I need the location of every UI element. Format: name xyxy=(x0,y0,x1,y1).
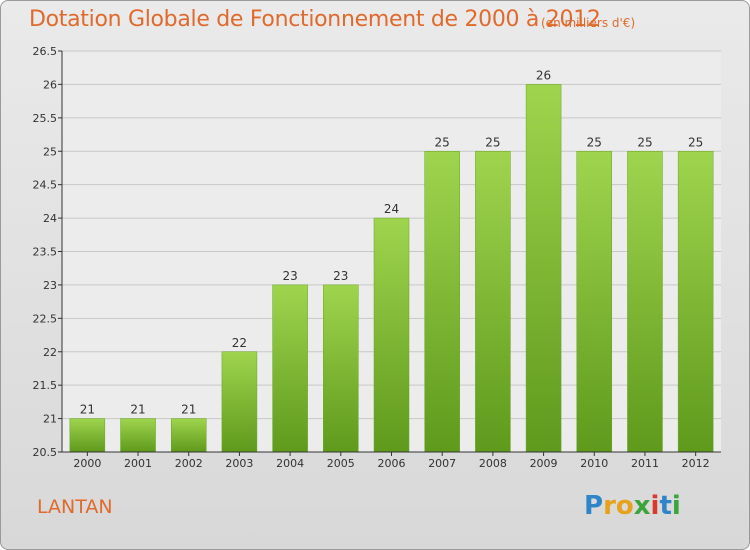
y-axis-ticks: 20.5 21 21.5 22 22.5 23 23.5 24 24.5 25 25.5 26 26.5 xyxy=(33,45,62,459)
bar xyxy=(677,151,714,453)
x-tick-label: 2008 xyxy=(479,457,507,470)
x-tick-label: 2004 xyxy=(276,457,304,470)
data-label: 22 xyxy=(232,336,247,350)
data-label: 21 xyxy=(181,403,196,417)
y-tick-label: 23 xyxy=(43,279,57,292)
x-axis-ticks: 2000 2001 2002 2003 2004 2005 2006 2007 2008 2009… xyxy=(73,452,710,470)
logo-letter: i xyxy=(671,491,681,521)
y-tick-label: 24 xyxy=(43,212,57,225)
bar xyxy=(475,151,511,453)
y-tick-label: 23.5 xyxy=(33,246,58,259)
data-label: 25 xyxy=(587,135,602,149)
y-tick-label: 21.5 xyxy=(33,379,58,392)
logo-letter: r xyxy=(603,491,616,521)
data-label: 23 xyxy=(282,269,297,283)
data-label: 23 xyxy=(333,269,348,283)
data-label: 25 xyxy=(637,135,652,149)
proxiti-logo: Proxiti xyxy=(584,491,681,521)
bar xyxy=(120,418,156,453)
data-label: 25 xyxy=(435,135,450,149)
y-tick-label: 25 xyxy=(43,145,57,158)
bar xyxy=(424,151,460,453)
data-labels: 21 21 21 22 23 23 24 25 25 26 25 25 25 xyxy=(80,68,704,416)
y-tick-label: 22 xyxy=(43,346,57,359)
bar xyxy=(272,284,308,453)
x-tick-label: 2009 xyxy=(530,457,558,470)
bar xyxy=(323,284,359,453)
bar xyxy=(221,351,258,453)
data-label: 21 xyxy=(130,403,145,417)
data-label: 26 xyxy=(536,68,551,82)
chart-title: Dotation Globale de Fonctionnement de 20… xyxy=(29,7,601,32)
x-tick-label: 2005 xyxy=(327,457,355,470)
x-tick-label: 2000 xyxy=(73,457,101,470)
bar xyxy=(525,84,562,453)
y-tick-label: 24.5 xyxy=(33,179,58,192)
x-tick-label: 2007 xyxy=(428,457,456,470)
logo-letter: t xyxy=(659,491,672,521)
x-tick-label: 2001 xyxy=(124,457,152,470)
logo-letter: x xyxy=(633,491,651,521)
data-label: 21 xyxy=(80,403,95,417)
bar xyxy=(576,151,613,453)
bar xyxy=(170,418,207,453)
bars xyxy=(69,84,714,453)
y-tick-label: 26 xyxy=(43,78,57,91)
data-label: 25 xyxy=(485,135,500,149)
x-tick-label: 2006 xyxy=(378,457,406,470)
y-tick-label: 20.5 xyxy=(33,446,58,459)
bar xyxy=(69,418,106,453)
y-tick-label: 26.5 xyxy=(33,45,58,58)
chart-subtitle: (en milliers d'€) xyxy=(541,16,636,30)
y-tick-label: 22.5 xyxy=(33,312,58,325)
bar xyxy=(373,217,410,453)
logo-letter: o xyxy=(615,491,634,521)
x-tick-label: 2011 xyxy=(631,457,659,470)
commune-name: LANTAN xyxy=(37,496,113,518)
logo-letter: P xyxy=(584,491,604,521)
x-tick-label: 2010 xyxy=(580,457,608,470)
bar xyxy=(627,151,663,453)
data-label: 25 xyxy=(688,135,703,149)
logo-letter: i xyxy=(650,491,660,521)
y-tick-label: 25.5 xyxy=(33,112,58,125)
y-tick-label: 21 xyxy=(43,413,57,426)
x-tick-label: 2012 xyxy=(682,457,710,470)
x-tick-label: 2002 xyxy=(175,457,203,470)
data-label: 24 xyxy=(384,202,399,216)
x-tick-label: 2003 xyxy=(225,457,253,470)
